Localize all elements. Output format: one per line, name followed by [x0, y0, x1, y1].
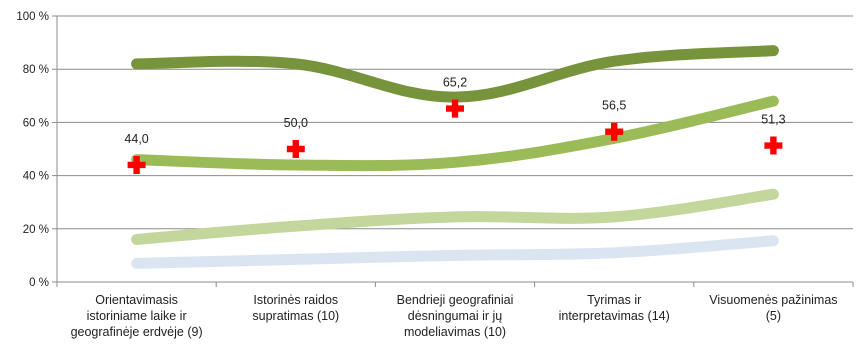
data-label: 65,2: [443, 76, 467, 90]
x-category-label-line: Bendrieji geografiniai: [397, 293, 514, 307]
x-category-label-line: interpretavimas (14): [559, 309, 670, 323]
y-tick-label: 0 %: [29, 277, 49, 289]
data-point-marker: [127, 155, 146, 174]
x-category-label-line: Orientavimasis: [95, 293, 178, 307]
data-label: 50,0: [284, 116, 308, 130]
series-lines: [131, 45, 779, 269]
gridlines: [57, 15, 853, 230]
series-line-1: [131, 45, 779, 103]
series-line-3: [131, 188, 779, 245]
markers: [127, 99, 783, 174]
data-labels: 44,0 50,0 65,2 56,5 51,3: [124, 76, 785, 146]
y-axis-ticks: 0 % 20 % 40 % 60 % 80 % 100 %: [16, 11, 57, 289]
y-tick-label: 80 %: [23, 64, 49, 76]
data-point-marker: [446, 99, 464, 118]
data-label: 56,5: [602, 99, 626, 113]
data-label: 44,0: [124, 132, 148, 146]
x-category-label: Bendrieji geografiniai dėsningumai ir jų m…: [397, 293, 514, 339]
data-label: 51,3: [761, 113, 785, 127]
x-category-label: Tyrimas ir interpretavimas (14): [559, 293, 670, 323]
x-category-label-line: modeliavimas (10): [404, 325, 506, 339]
y-tick-label: 40 %: [23, 171, 49, 183]
x-category-label-line: (5): [766, 309, 781, 323]
data-point-marker: [605, 122, 624, 141]
data-point-marker: [764, 136, 783, 155]
x-category-label: Orientavimasis istoriniame laike ir geogra…: [71, 293, 203, 339]
x-category-label: Visuomenės pažinimas (5): [709, 293, 837, 323]
series-line-2: [131, 95, 779, 172]
x-category-label-line: supratimas (10): [252, 309, 339, 323]
series-line-4: [131, 235, 779, 269]
x-category-label-line: istoriniame laike ir: [87, 309, 187, 323]
axes: [56, 16, 854, 287]
x-category-label-line: Visuomenės pažinimas: [709, 293, 837, 307]
x-axis-categories: Orientavimasis istoriniame laike ir geogra…: [71, 293, 838, 339]
y-tick-label: 100 %: [16, 11, 49, 23]
y-tick-label: 20 %: [23, 224, 49, 236]
x-category-label-line: Istorinės raidos: [253, 293, 338, 307]
data-point-marker: [286, 140, 305, 158]
x-category-label-line: Tyrimas ir: [587, 293, 641, 307]
y-tick-label: 60 %: [23, 117, 49, 129]
x-category-label-line: geografinėje erdvėje (9): [71, 325, 203, 339]
x-category-label-line: dėsningumai ir jų: [408, 309, 503, 323]
x-category-label: Istorinės raidos supratimas (10): [252, 293, 339, 323]
